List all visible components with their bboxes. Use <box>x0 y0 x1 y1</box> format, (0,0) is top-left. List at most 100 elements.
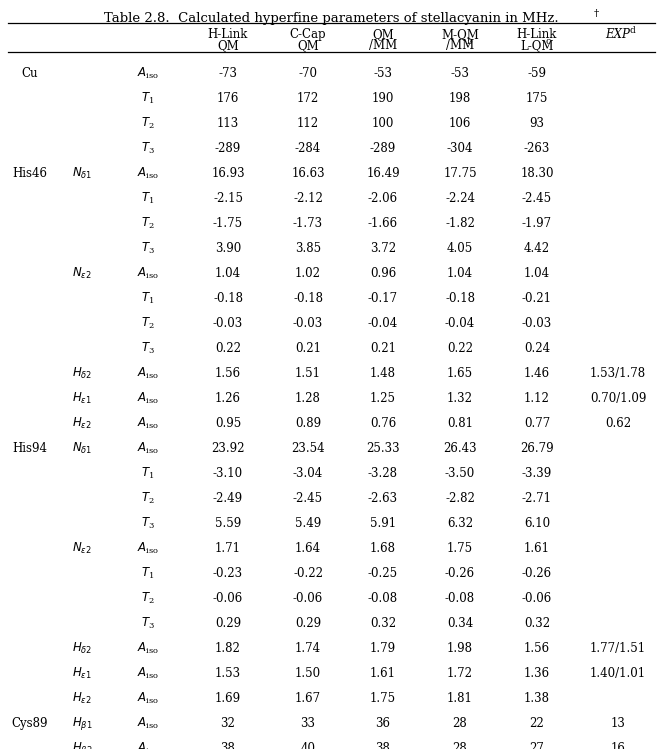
Text: $T_{\mathregular{1}}$: $T_{\mathregular{1}}$ <box>141 566 154 581</box>
Text: †: † <box>594 9 599 18</box>
Text: -0.25: -0.25 <box>368 567 398 580</box>
Text: 198: 198 <box>449 92 471 105</box>
Text: -304: -304 <box>447 142 473 155</box>
Text: -0.18: -0.18 <box>293 292 323 305</box>
Text: -0.06: -0.06 <box>293 592 323 605</box>
Text: -1.97: -1.97 <box>522 217 552 230</box>
Text: 0.32: 0.32 <box>524 617 550 630</box>
Text: 0.81: 0.81 <box>447 417 473 430</box>
Text: -2.63: -2.63 <box>368 492 398 505</box>
Text: $H_{\varepsilon 2}$: $H_{\varepsilon 2}$ <box>72 416 92 431</box>
Text: -0.26: -0.26 <box>522 567 552 580</box>
Text: -0.21: -0.21 <box>522 292 552 305</box>
Text: $N_{\delta 1}$: $N_{\delta 1}$ <box>72 441 92 456</box>
Text: -0.08: -0.08 <box>445 592 475 605</box>
Text: $A_{\mathregular{iso}}$: $A_{\mathregular{iso}}$ <box>137 391 159 406</box>
Text: 3.72: 3.72 <box>370 242 396 255</box>
Text: His46: His46 <box>13 167 48 180</box>
Text: -0.18: -0.18 <box>445 292 475 305</box>
Text: 1.46: 1.46 <box>524 367 550 380</box>
Text: 16.49: 16.49 <box>366 167 400 180</box>
Text: -0.22: -0.22 <box>293 567 323 580</box>
Text: $A_{\mathregular{iso}}$: $A_{\mathregular{iso}}$ <box>137 716 159 731</box>
Text: QM: QM <box>297 39 319 52</box>
Text: $A_{\mathregular{iso}}$: $A_{\mathregular{iso}}$ <box>137 741 159 749</box>
Text: 190: 190 <box>372 92 394 105</box>
Text: 38: 38 <box>375 742 391 749</box>
Text: Table 2.8.  Calculated hyperfine parameters of stellacyanin in MHz.: Table 2.8. Calculated hyperfine paramete… <box>103 12 558 25</box>
Text: -1.75: -1.75 <box>213 217 243 230</box>
Text: 1.82: 1.82 <box>215 642 241 655</box>
Text: 0.32: 0.32 <box>370 617 396 630</box>
Text: 36: 36 <box>375 717 391 730</box>
Text: 23.92: 23.92 <box>211 442 245 455</box>
Text: d: d <box>629 26 634 35</box>
Text: 112: 112 <box>297 117 319 130</box>
Text: 1.04: 1.04 <box>215 267 241 280</box>
Text: -2.15: -2.15 <box>213 192 243 205</box>
Text: 0.76: 0.76 <box>370 417 396 430</box>
Text: -0.26: -0.26 <box>445 567 475 580</box>
Text: 1.04: 1.04 <box>524 267 550 280</box>
Text: 5.59: 5.59 <box>215 517 241 530</box>
Text: QM: QM <box>372 28 394 41</box>
Text: 1.32: 1.32 <box>447 392 473 405</box>
Text: -263: -263 <box>524 142 550 155</box>
Text: -289: -289 <box>370 142 396 155</box>
Text: 38: 38 <box>221 742 235 749</box>
Text: $T_{\mathregular{1}}$: $T_{\mathregular{1}}$ <box>141 191 154 206</box>
Text: L-QM: L-QM <box>520 39 554 52</box>
Text: 1.79: 1.79 <box>370 642 396 655</box>
Text: 0.95: 0.95 <box>215 417 241 430</box>
Text: $T_{\mathregular{3}}$: $T_{\mathregular{3}}$ <box>141 341 155 356</box>
Text: -0.23: -0.23 <box>213 567 243 580</box>
Text: -2.45: -2.45 <box>522 192 552 205</box>
Text: EXP: EXP <box>605 28 631 41</box>
Text: $A_{\mathregular{iso}}$: $A_{\mathregular{iso}}$ <box>137 541 159 556</box>
Text: 0.77: 0.77 <box>524 417 550 430</box>
Text: 1.50: 1.50 <box>295 667 321 680</box>
Text: 0.89: 0.89 <box>295 417 321 430</box>
Text: -0.18: -0.18 <box>213 292 243 305</box>
Text: 22: 22 <box>530 717 544 730</box>
Text: $A_{\mathregular{iso}}$: $A_{\mathregular{iso}}$ <box>137 166 159 181</box>
Text: -3.10: -3.10 <box>213 467 243 480</box>
Text: $T_{\mathregular{2}}$: $T_{\mathregular{2}}$ <box>141 316 154 331</box>
Text: 0.96: 0.96 <box>370 267 396 280</box>
Text: 0.62: 0.62 <box>605 417 631 430</box>
Text: 93: 93 <box>530 117 544 130</box>
Text: $N_{\varepsilon 2}$: $N_{\varepsilon 2}$ <box>72 266 92 281</box>
Text: $H_{\varepsilon 1}$: $H_{\varepsilon 1}$ <box>72 666 92 681</box>
Text: -0.03: -0.03 <box>293 317 323 330</box>
Text: -2.49: -2.49 <box>213 492 243 505</box>
Text: $T_{\mathregular{3}}$: $T_{\mathregular{3}}$ <box>141 141 155 156</box>
Text: -0.06: -0.06 <box>522 592 552 605</box>
Text: -1.82: -1.82 <box>445 217 475 230</box>
Text: -59: -59 <box>528 67 546 80</box>
Text: $H_{\beta 1}$: $H_{\beta 1}$ <box>72 715 92 732</box>
Text: 1.71: 1.71 <box>215 542 241 555</box>
Text: 16.93: 16.93 <box>211 167 245 180</box>
Text: 13: 13 <box>611 717 625 730</box>
Text: 0.24: 0.24 <box>524 342 550 355</box>
Text: 6.10: 6.10 <box>524 517 550 530</box>
Text: 1.02: 1.02 <box>295 267 321 280</box>
Text: 106: 106 <box>449 117 471 130</box>
Text: 1.77/1.51: 1.77/1.51 <box>590 642 646 655</box>
Text: -3.04: -3.04 <box>293 467 323 480</box>
Text: 18.30: 18.30 <box>520 167 554 180</box>
Text: 1.69: 1.69 <box>215 692 241 705</box>
Text: 1.75: 1.75 <box>370 692 396 705</box>
Text: 0.22: 0.22 <box>215 342 241 355</box>
Text: -53: -53 <box>450 67 469 80</box>
Text: -0.04: -0.04 <box>445 317 475 330</box>
Text: -2.24: -2.24 <box>445 192 475 205</box>
Text: -2.06: -2.06 <box>368 192 398 205</box>
Text: 5.91: 5.91 <box>370 517 396 530</box>
Text: 1.65: 1.65 <box>447 367 473 380</box>
Text: -3.28: -3.28 <box>368 467 398 480</box>
Text: 1.26: 1.26 <box>215 392 241 405</box>
Text: 1.56: 1.56 <box>215 367 241 380</box>
Text: 100: 100 <box>372 117 394 130</box>
Text: -289: -289 <box>215 142 241 155</box>
